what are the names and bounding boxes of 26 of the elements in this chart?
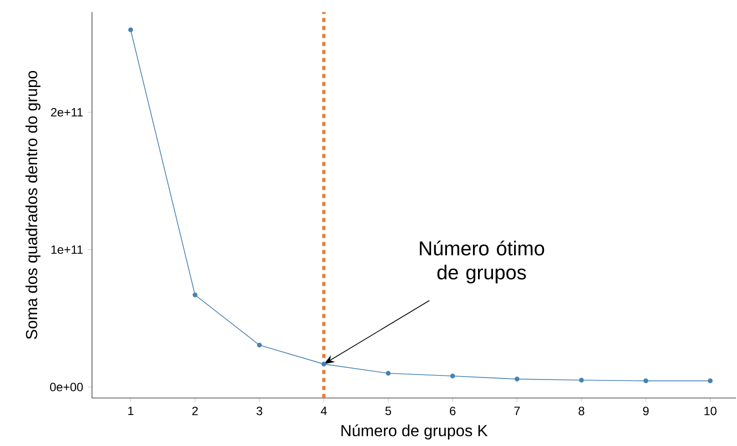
x-axis-title: Número de grupos K	[342, 424, 488, 440]
point	[708, 378, 713, 384]
point	[257, 342, 262, 348]
x-tick-label: 10	[704, 406, 716, 416]
point	[579, 378, 584, 383]
x-tick-label: 9	[643, 406, 649, 416]
point	[643, 378, 648, 384]
x-tick-label: 3	[256, 406, 262, 416]
point	[128, 27, 134, 32]
point	[450, 374, 456, 378]
x-tick-label: 8	[578, 406, 584, 416]
y-tick-label: 2e+11	[51, 108, 83, 117]
x-tick-label: 2	[192, 406, 198, 416]
x-tick-label: 6	[450, 406, 456, 416]
point	[321, 362, 326, 366]
y-tick-label: 0e+00	[50, 382, 83, 392]
point	[192, 292, 198, 298]
y-tick-label: 1e+11	[51, 245, 83, 254]
x-tick-label: 7	[514, 406, 520, 415]
x-tick-label: 4	[320, 406, 327, 415]
annotation: Número ótimo de grupos	[420, 240, 544, 284]
point	[514, 376, 520, 382]
point	[386, 370, 391, 376]
x-tick-label: 1	[128, 406, 134, 415]
y-axis-title: Soma dos quadrados dentro do grupo	[26, 70, 40, 340]
x-tick-label: 5	[385, 406, 392, 416]
